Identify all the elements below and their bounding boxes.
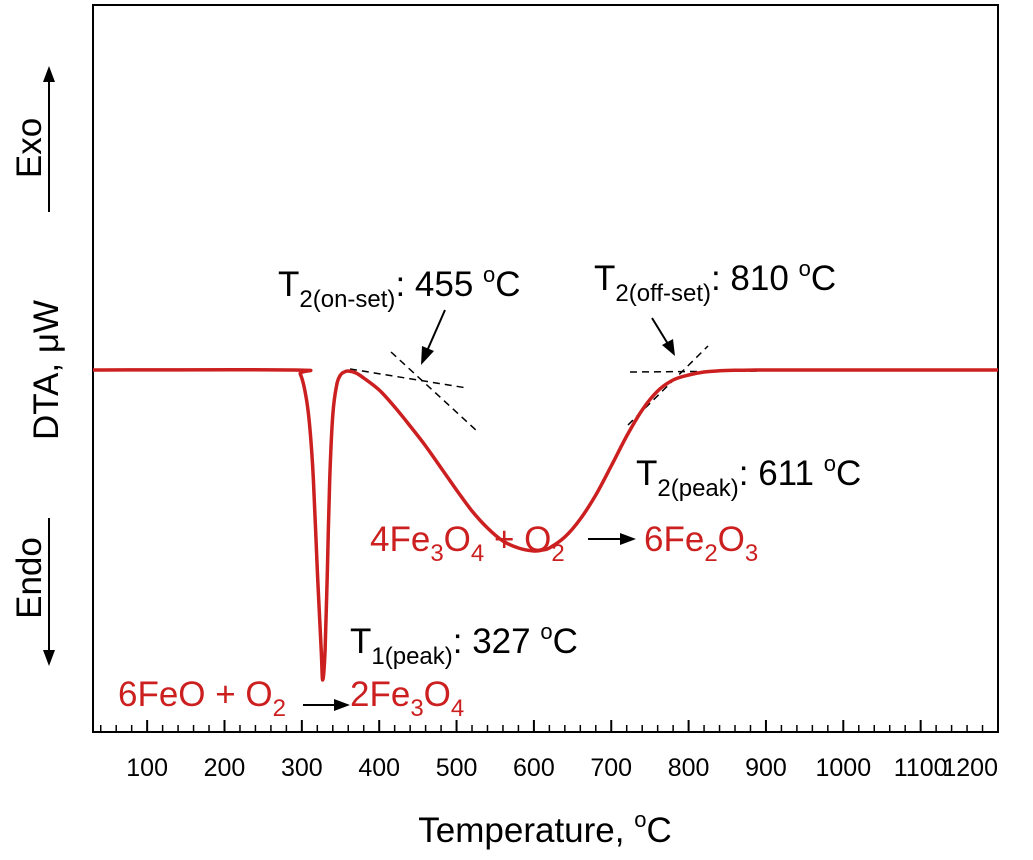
- exo-arrow: [43, 66, 55, 212]
- x-axis-label: Temperature, oC: [418, 807, 671, 850]
- x-tick-label: 1000: [815, 754, 871, 782]
- x-tick-label: 200: [204, 754, 246, 782]
- reaction-1-left: 6FeO + O2: [118, 675, 286, 722]
- reaction-1-arrow: [303, 699, 350, 711]
- x-tick-label: 500: [436, 754, 478, 782]
- reaction-2-left: 4Fe3O4 + O2: [370, 520, 565, 567]
- onset-tangents: [349, 351, 479, 433]
- y-axis-label: DTA, μW: [27, 300, 66, 440]
- dta-curve: [92, 367, 998, 682]
- reaction-1-right: 2Fe3O4: [350, 675, 464, 722]
- offset-arrow: [651, 317, 675, 356]
- reaction-2-arrow: [588, 533, 636, 545]
- offset-tangents: [627, 345, 761, 426]
- x-tick-label: 400: [358, 754, 400, 782]
- x-tick-label: 900: [745, 754, 787, 782]
- x-tick-label: 800: [668, 754, 710, 782]
- onset-arrow: [421, 309, 446, 365]
- x-tick-label: 300: [281, 754, 323, 782]
- reaction-2-right: 6Fe2O3: [644, 520, 758, 567]
- endo-label: Endo: [10, 537, 49, 619]
- x-tick-label: 600: [513, 754, 555, 782]
- exo-label: Exo: [10, 118, 49, 178]
- annotation-t2-onset: T2(on-set): 455 oC: [278, 262, 521, 313]
- annotation-t1-peak: T1(peak): 327 oC: [350, 619, 578, 670]
- x-axis-ticks: [99, 720, 999, 732]
- x-tick-label: 1200: [942, 754, 998, 782]
- annotation-t2-peak: T2(peak): 611 oC: [636, 451, 861, 502]
- x-tick-label: 100: [126, 754, 168, 782]
- x-tick-label: 700: [590, 754, 632, 782]
- annotation-t2-offset: T2(off-set): 810 oC: [594, 256, 836, 307]
- endo-arrow: [43, 518, 55, 666]
- x-tick-label: 1100: [894, 754, 948, 782]
